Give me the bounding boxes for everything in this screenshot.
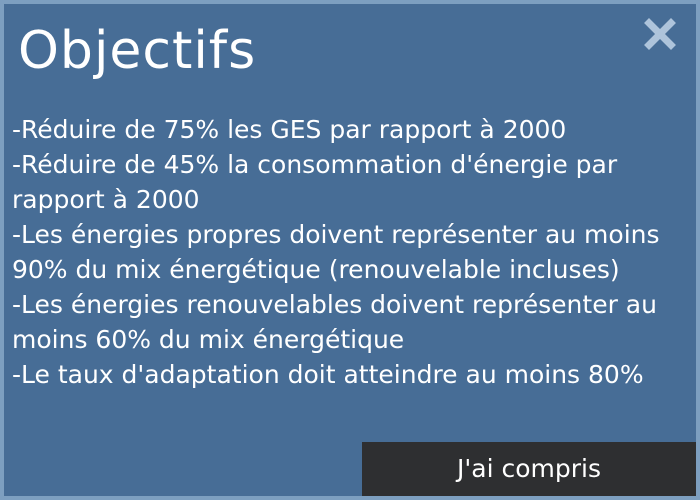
understood-button[interactable]: J'ai compris	[362, 442, 696, 496]
objectives-list: -Réduire de 75% les GES par rapport à 20…	[12, 112, 696, 392]
objective-item: -Réduire de 75% les GES par rapport à 20…	[12, 115, 567, 144]
dialog-title: Objectifs	[18, 21, 257, 81]
objective-item: -Le taux d'adaptation doit atteindre au …	[12, 360, 644, 389]
close-button[interactable]	[642, 16, 678, 52]
objective-item: -Les énergies propres doivent représente…	[12, 220, 660, 284]
close-icon	[644, 18, 676, 50]
objective-item: -Réduire de 45% la consommation d'énergi…	[12, 150, 618, 214]
objective-item: -Les énergies renouvelables doivent repr…	[12, 290, 657, 354]
